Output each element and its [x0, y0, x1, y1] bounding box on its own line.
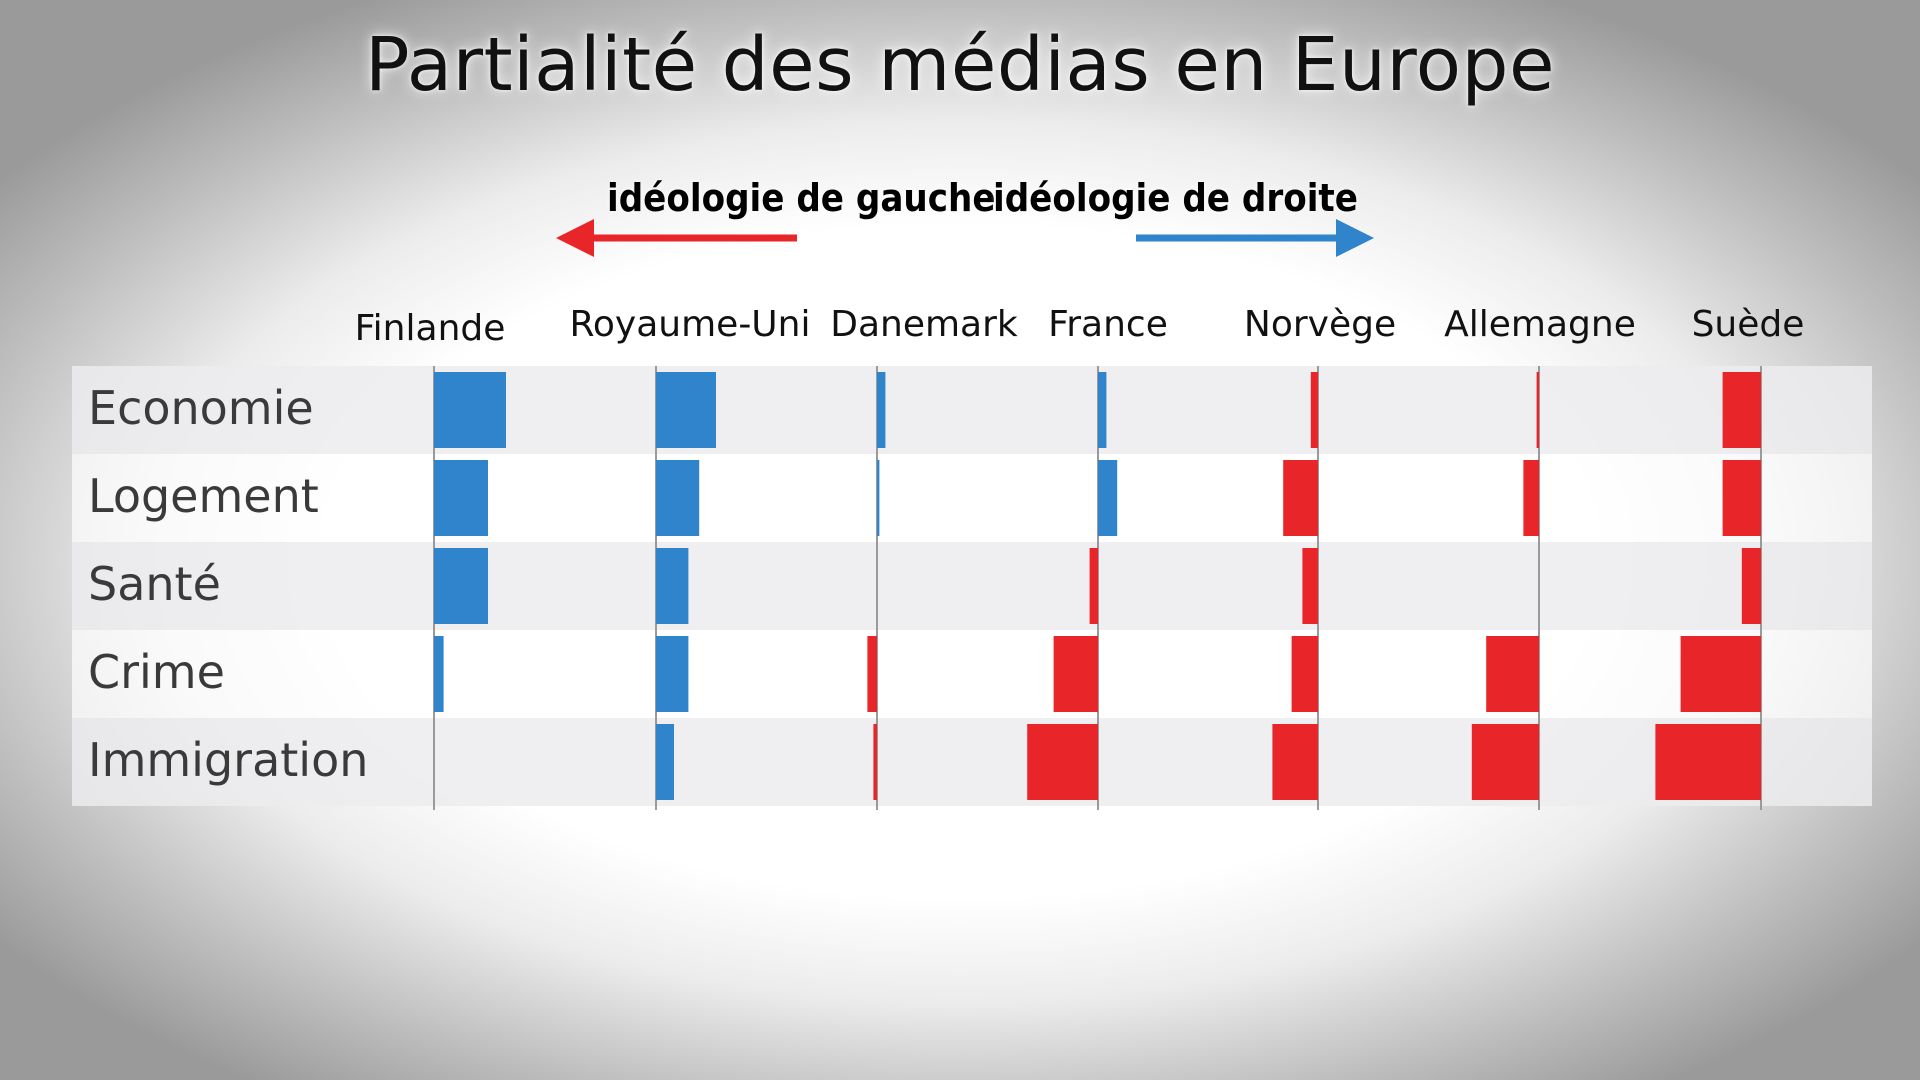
row-band — [72, 366, 1872, 454]
bar — [877, 460, 880, 536]
country-label: Finlande — [355, 308, 506, 349]
bar — [1680, 636, 1761, 712]
bar — [1098, 372, 1107, 448]
country-label: Suède — [1692, 304, 1805, 345]
bar — [1310, 372, 1318, 448]
country-label: France — [1048, 304, 1168, 345]
country-label: Norvège — [1244, 304, 1396, 345]
bar — [1027, 724, 1098, 800]
category-label: Logement — [88, 469, 319, 523]
bar — [1741, 548, 1761, 624]
right-arrow-icon — [1336, 219, 1374, 257]
row-band — [72, 630, 1872, 718]
category-label: Immigration — [88, 733, 368, 787]
country-label: Danemark — [830, 304, 1018, 345]
country-label: Allemagne — [1444, 304, 1636, 345]
bar — [1291, 636, 1318, 712]
bar — [656, 636, 689, 712]
bar — [434, 372, 506, 448]
left-ideology-label: idéologie de gauche — [607, 176, 996, 220]
bar — [1655, 724, 1761, 800]
chart-title: Partialité des médias en Europe — [365, 22, 1555, 108]
bar — [434, 636, 444, 712]
bar — [1302, 548, 1318, 624]
bar — [1283, 460, 1318, 536]
bar — [656, 372, 716, 448]
row-band — [72, 542, 1872, 630]
bar — [656, 460, 700, 536]
bar — [1486, 636, 1539, 712]
bar — [1471, 724, 1539, 800]
row-band — [72, 454, 1872, 542]
bar — [1722, 372, 1761, 448]
category-label: Santé — [88, 557, 221, 611]
row-band — [72, 718, 1872, 806]
bar — [434, 460, 488, 536]
bar — [1272, 724, 1318, 800]
category-label: Economie — [88, 381, 314, 435]
right-ideology-label: idéologie de droite — [993, 176, 1358, 220]
bar — [873, 724, 877, 800]
left-arrow-icon — [556, 219, 594, 257]
bar — [1053, 636, 1098, 712]
bar — [434, 548, 488, 624]
bar — [656, 548, 689, 624]
category-label: Crime — [88, 645, 225, 699]
bar — [1536, 372, 1539, 448]
bar — [1098, 460, 1118, 536]
bar — [1523, 460, 1539, 536]
country-label: Royaume-Uni — [570, 304, 811, 345]
bar — [656, 724, 674, 800]
bar — [867, 636, 877, 712]
bar — [1089, 548, 1098, 624]
bar — [877, 372, 886, 448]
bar — [1722, 460, 1761, 536]
